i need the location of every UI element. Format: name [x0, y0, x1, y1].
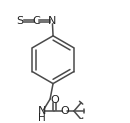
- Text: C: C: [32, 16, 40, 26]
- Text: S: S: [17, 16, 24, 26]
- Text: N: N: [48, 16, 57, 26]
- Text: N: N: [38, 106, 46, 116]
- Text: O: O: [50, 95, 59, 105]
- Text: O: O: [60, 106, 69, 116]
- Text: H: H: [38, 113, 46, 123]
